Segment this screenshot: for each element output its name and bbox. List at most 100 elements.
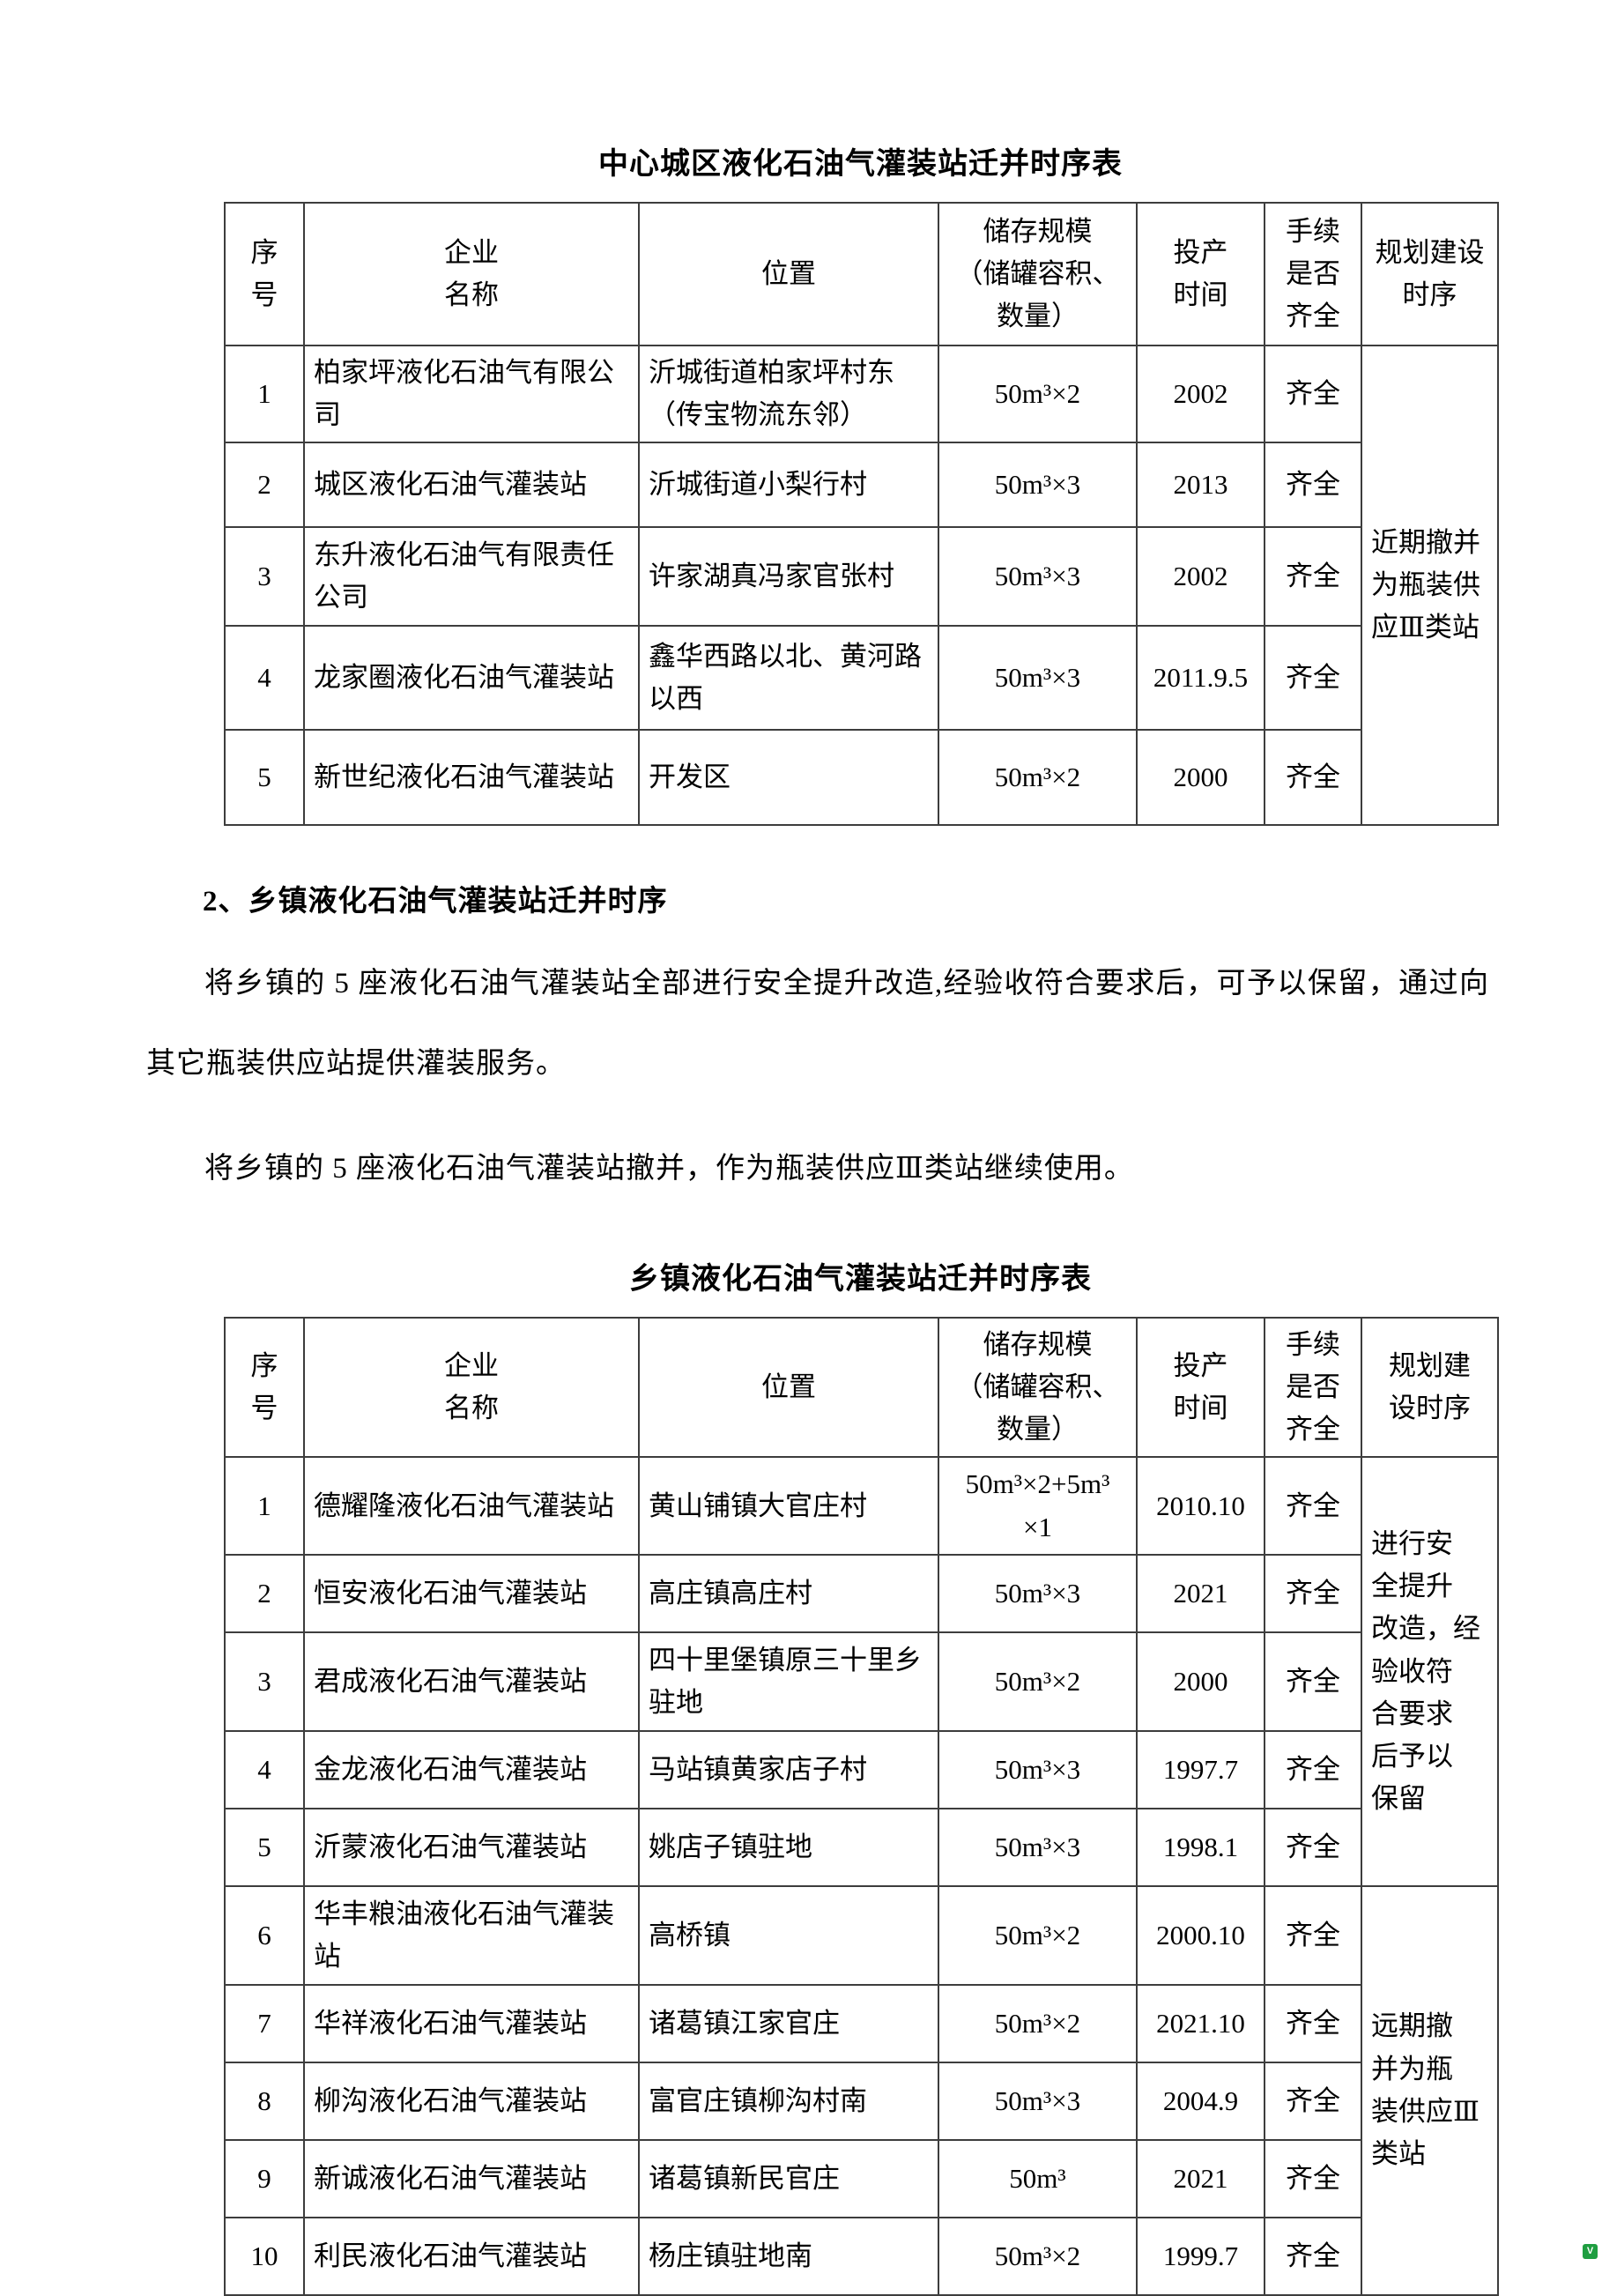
cell-storage: 50m³ (938, 2138, 1138, 2218)
cell-status: 齐全 (1264, 1884, 1362, 1986)
cell-plan-near-term: 近期撤并 为瓶装供 应Ⅲ类站 (1361, 344, 1499, 827)
cell-storage: 50m³×2+5m³ ×1 (938, 1456, 1138, 1556)
cell-status: 齐全 (1264, 2061, 1362, 2141)
table-row: 5 沂蒙液化石油气灌装站 姚店子镇驻地 50m³×3 1998.1 齐全 (224, 1807, 1498, 1887)
table-row: 10 利民液化石油气灌装站 杨庄镇驻地南 50m³×2 1999.7 齐全 (224, 2216, 1498, 2296)
cell-year: 1998.1 (1136, 1807, 1265, 1887)
cell-year: 1997.7 (1136, 1729, 1265, 1809)
cell-location: 马站镇黄家店子村 (638, 1729, 939, 1809)
section2-heading: 2、乡镇液化石油气灌装站迁并时序 (203, 886, 668, 918)
table2-title: 乡镇液化石油气灌装站迁并时序表 (629, 1262, 1092, 1297)
cell-storage: 50m³×2 (938, 2216, 1138, 2296)
cell-storage: 50m³×3 (938, 1553, 1138, 1633)
cell-location: 姚店子镇驻地 (638, 1807, 939, 1887)
cell-seq: 1 (224, 344, 305, 444)
col-header-plan: 规划建 设时序 (1361, 1317, 1499, 1459)
cell-storage: 50m³×3 (938, 1807, 1138, 1887)
cell-company: 城区液化石油气灌装站 (303, 442, 640, 529)
col-header-plan: 规划建设 时序 (1361, 202, 1499, 346)
cell-year: 2021 (1136, 1553, 1265, 1633)
cell-status: 齐全 (1264, 442, 1362, 529)
cell-seq: 10 (224, 2216, 305, 2296)
cell-year: 2011.9.5 (1136, 625, 1265, 732)
cell-status: 齐全 (1264, 1729, 1362, 1809)
cell-status: 齐全 (1264, 1983, 1362, 2063)
cell-company: 德耀隆液化石油气灌装站 (303, 1456, 640, 1556)
table1-title: 中心城区液化石油气灌装站迁并时序表 (598, 147, 1123, 181)
cell-year: 2004.9 (1136, 2061, 1265, 2141)
cell-location: 开发区 (638, 729, 939, 827)
paragraph-merge: 将乡镇的 5 座液化石油气灌装站撤并，作为瓶装供应Ⅲ类站继续使用。 (204, 1152, 1134, 1185)
cell-location: 沂城街道小梨行村 (638, 442, 939, 529)
cell-company: 新诚液化石油气灌装站 (303, 2138, 640, 2218)
cell-year: 2021 (1136, 2138, 1265, 2218)
cell-seq: 5 (224, 729, 305, 827)
col-header-storage: 储存规模 （储罐容积、 数量） (938, 1317, 1138, 1459)
cell-location: 四十里堡镇原三十里乡驻地 (638, 1631, 939, 1732)
cell-status: 齐全 (1264, 1807, 1362, 1887)
cell-plan-far-term: 远期撤 并为瓶 装供应Ⅲ 类站 (1361, 1884, 1499, 2296)
table-row: 9 新诚液化石油气灌装站 诸葛镇新民官庄 50m³ 2021 齐全 (224, 2138, 1498, 2218)
table-row: 3 东升液化石油气有限责任公司 许家湖真冯家官张村 50m³×3 2002 齐全 (224, 526, 1498, 628)
cell-year: 2002 (1136, 526, 1265, 628)
download-badge-icon[interactable]: V (1583, 2244, 1598, 2259)
cell-location: 杨庄镇驻地南 (638, 2216, 939, 2296)
table-row: 2 城区液化石油气灌装站 沂城街道小梨行村 50m³×3 2013 齐全 (224, 442, 1498, 529)
cell-status: 齐全 (1264, 1631, 1362, 1732)
cell-seq: 4 (224, 1729, 305, 1809)
table-row: 3 君成液化石油气灌装站 四十里堡镇原三十里乡驻地 50m³×2 2000 齐全 (224, 1631, 1498, 1732)
cell-year: 2013 (1136, 442, 1265, 529)
cell-status: 齐全 (1264, 1553, 1362, 1633)
table-row: 1 柏家坪液化石油气有限公司 沂城街道柏家坪村东（传宝物流东邻） 50m³×2 … (224, 344, 1499, 827)
cell-storage: 50m³×3 (938, 442, 1138, 529)
paragraph-retain: 将乡镇的 5 座液化石油气灌装站全部进行安全提升改造,经验收符合要求后，可予以保… (146, 968, 1489, 1080)
cell-company: 华祥液化石油气灌装站 (303, 1983, 640, 2063)
cell-location: 鑫华西路以北、黄河路以西 (638, 625, 939, 732)
document-page: 中心城区液化石油气灌装站迁并时序表 序 号 企业 名称 位置 储存规模 （储罐容… (146, 0, 1499, 2296)
table-row: 1 德耀隆液化石油气灌装站 黄山铺镇大官庄村 50m³×2+5m³ ×1 201… (224, 1456, 1499, 1887)
cell-seq: 2 (224, 1553, 305, 1633)
table-row: 4 龙家圈液化石油气灌装站 鑫华西路以北、黄河路以西 50m³×3 2011.9… (224, 625, 1498, 732)
table-row: 2 恒安液化石油气灌装站 高庄镇高庄村 50m³×3 2021 齐全 (224, 1553, 1498, 1633)
cell-year: 2000 (1136, 729, 1265, 827)
cell-company: 金龙液化石油气灌装站 (303, 1729, 640, 1809)
table1-central-city-stations: 序 号 企业 名称 位置 储存规模 （储罐容积、 数量） 投产 时间 手续 是否… (224, 202, 1499, 827)
col-header-year: 投产 时间 (1136, 202, 1265, 346)
cell-company: 君成液化石油气灌装站 (303, 1631, 640, 1732)
cell-company: 华丰粮油液化石油气灌装站 (303, 1884, 640, 1986)
cell-company: 东升液化石油气有限责任公司 (303, 526, 640, 628)
cell-storage: 50m³×2 (938, 1631, 1138, 1732)
cell-location: 诸葛镇新民官庄 (638, 2138, 939, 2218)
cell-location: 诸葛镇江家官庄 (638, 1983, 939, 2063)
table-row: 5 新世纪液化石油气灌装站 开发区 50m³×2 2000 齐全 (224, 729, 1498, 827)
table-row: 8 柳沟液化石油气灌装站 富官庄镇柳沟村南 50m³×3 2004.9 齐全 (224, 2061, 1498, 2141)
cell-seq: 8 (224, 2061, 305, 2141)
cell-year: 2010.10 (1136, 1456, 1265, 1556)
cell-storage: 50m³×2 (938, 1884, 1138, 1986)
cell-seq: 3 (224, 526, 305, 628)
cell-seq: 5 (224, 1807, 305, 1887)
col-header-company: 企业 名称 (303, 1317, 640, 1459)
cell-year: 2021.10 (1136, 1983, 1265, 2063)
cell-status: 齐全 (1264, 2216, 1362, 2296)
cell-location: 高庄镇高庄村 (638, 1553, 939, 1633)
col-header-year: 投产 时间 (1136, 1317, 1265, 1459)
table-row: 7 华祥液化石油气灌装站 诸葛镇江家官庄 50m³×2 2021.10 齐全 (224, 1983, 1498, 2063)
cell-company: 柏家坪液化石油气有限公司 (303, 344, 640, 444)
table2-header-row: 序 号 企业 名称 位置 储存规模 （储罐容积、 数量） 投产 时间 手续 是否… (224, 1317, 1499, 1459)
cell-seq: 9 (224, 2138, 305, 2218)
cell-year: 2000 (1136, 1631, 1265, 1732)
cell-seq: 7 (224, 1983, 305, 2063)
cell-company: 柳沟液化石油气灌装站 (303, 2061, 640, 2141)
table2-township-stations: 序 号 企业 名称 位置 储存规模 （储罐容积、 数量） 投产 时间 手续 是否… (224, 1317, 1499, 2296)
cell-storage: 50m³×3 (938, 625, 1138, 732)
cell-status: 齐全 (1264, 1456, 1362, 1556)
cell-storage: 50m³×2 (938, 729, 1138, 827)
col-header-location: 位置 (638, 202, 939, 346)
cell-year: 2000.10 (1136, 1884, 1265, 1986)
cell-location: 许家湖真冯家官张村 (638, 526, 939, 628)
col-header-seq: 序 号 (224, 1317, 305, 1459)
cell-seq: 6 (224, 1884, 305, 1986)
cell-storage: 50m³×3 (938, 1729, 1138, 1809)
col-header-seq: 序 号 (224, 202, 305, 346)
